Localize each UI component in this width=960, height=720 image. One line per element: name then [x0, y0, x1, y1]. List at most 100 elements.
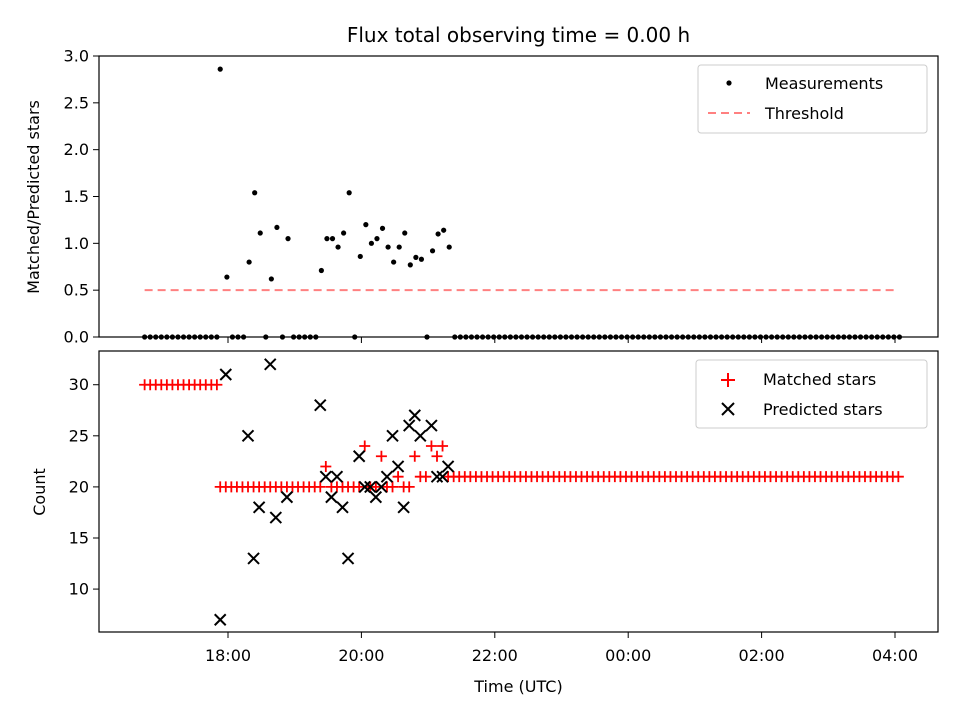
y-tick-label: 0.0: [64, 328, 89, 347]
measurement-point: [153, 334, 159, 340]
legend-predicted-marker: [721, 402, 735, 416]
measurement-point: [346, 190, 352, 196]
measurement-point: [580, 334, 586, 340]
predicted-star-point: [247, 552, 260, 565]
x-tick-label: 02:00: [739, 646, 785, 665]
measurement-point: [757, 334, 764, 340]
predicted-star-point: [386, 429, 399, 443]
predicted-star-point: [436, 470, 449, 483]
y-tick-label: 2.5: [64, 93, 89, 112]
measurement-point: [335, 244, 341, 250]
predicted-star-point: [391, 460, 405, 473]
measurement-point: [263, 334, 269, 340]
measurement-point: [463, 334, 469, 340]
measurement-point: [680, 334, 686, 340]
measurement-point: [718, 334, 725, 340]
measurement-point: [208, 334, 214, 340]
predicted-star-point: [264, 358, 277, 371]
measurement-point: [552, 334, 558, 340]
measurement-point: [780, 334, 786, 340]
measurement-point: [546, 334, 552, 340]
x-tick-label: 22:00: [472, 646, 518, 665]
measurement-point: [630, 334, 636, 340]
measurement-point: [496, 334, 502, 340]
measurement-point: [785, 334, 791, 340]
measurement-point: [696, 334, 702, 340]
measurement-point: [318, 267, 324, 274]
matched-star-point: [892, 471, 904, 483]
predicted-star-point: [402, 419, 416, 432]
measurement-point: [363, 222, 369, 228]
matched-star-point: [437, 440, 449, 452]
measurement-point: [885, 334, 891, 340]
measurement-point: [702, 334, 708, 340]
y-tick-label: 25: [69, 426, 89, 445]
measurement-point: [246, 259, 252, 265]
measurement-point: [313, 334, 319, 340]
measurement-point: [452, 334, 458, 340]
measurement-point: [668, 334, 675, 340]
x-tick-label: 04:00: [872, 646, 918, 665]
predicted-star-point: [397, 501, 410, 514]
legend-measurements-marker: [726, 80, 732, 86]
chart-title: Flux total observing time = 0.00 h: [347, 23, 690, 47]
top-y-axis: 0.0 0.5 1.0 1.5 2.0 2.5 3.0: [64, 47, 99, 347]
predicted-star-point: [369, 490, 383, 504]
measurement-point: [813, 334, 819, 340]
measurement-point: [819, 334, 825, 340]
measurement-point: [296, 334, 302, 340]
measurement-point: [796, 334, 802, 340]
measurement-point: [290, 334, 297, 340]
measurement-point: [735, 334, 741, 340]
matched-star-point: [409, 450, 421, 462]
measurement-point: [752, 334, 758, 340]
measurement-point: [869, 334, 875, 340]
measurement-point: [235, 334, 241, 340]
matched-star-point: [359, 440, 371, 452]
top-legend-box: [697, 64, 928, 134]
predicted-star-point: [425, 419, 438, 432]
measurement-point: [674, 334, 680, 340]
measurement-point: [368, 240, 375, 246]
measurement-point: [724, 334, 730, 340]
predicted-star-point: [375, 480, 388, 494]
legend-threshold-label: Threshold: [764, 104, 844, 123]
measurement-point: [418, 256, 425, 262]
measurement-point: [374, 236, 380, 242]
top-legend: Measurements Threshold: [697, 64, 928, 134]
measurement-point: [217, 66, 223, 72]
bottom-panel-frame: [98, 350, 939, 633]
predicted-star-point: [280, 490, 294, 504]
matched-star-point: [314, 481, 326, 493]
predicted-star-point: [364, 480, 377, 494]
measurement-point: [791, 334, 797, 340]
measurement-point: [841, 334, 847, 340]
measurement-point: [707, 334, 714, 340]
predicted-star-point: [269, 511, 283, 524]
measurement-point: [279, 334, 286, 340]
measurement-point: [240, 334, 247, 340]
measurement-point: [535, 334, 541, 340]
measurement-point: [563, 334, 569, 340]
measurement-point: [657, 334, 664, 340]
predicted-star-point: [336, 501, 349, 514]
matched-star-point: [420, 471, 432, 483]
measurement-point: [169, 334, 176, 340]
top-y-axis-label: Matched/Predicted stars: [24, 100, 43, 294]
x-axis-label: Time (UTC): [473, 677, 562, 696]
matched-star-point: [211, 379, 223, 391]
measurement-point: [402, 230, 408, 236]
measurement-point: [429, 248, 436, 254]
bottom-x-axis: 18:00 20:00 22:00 00:00 02:00 04:00: [205, 632, 918, 665]
measurement-point: [180, 334, 187, 340]
y-tick-label: 15: [69, 528, 89, 547]
measurement-point: [529, 334, 536, 340]
measurement-point: [285, 236, 291, 242]
y-tick-label: 10: [69, 580, 89, 599]
measurement-point: [324, 236, 330, 242]
measurement-point: [518, 334, 525, 340]
measurement-point: [491, 334, 497, 340]
measurement-point: [607, 334, 614, 340]
measurement-point: [424, 334, 430, 340]
measurement-point: [435, 231, 441, 237]
